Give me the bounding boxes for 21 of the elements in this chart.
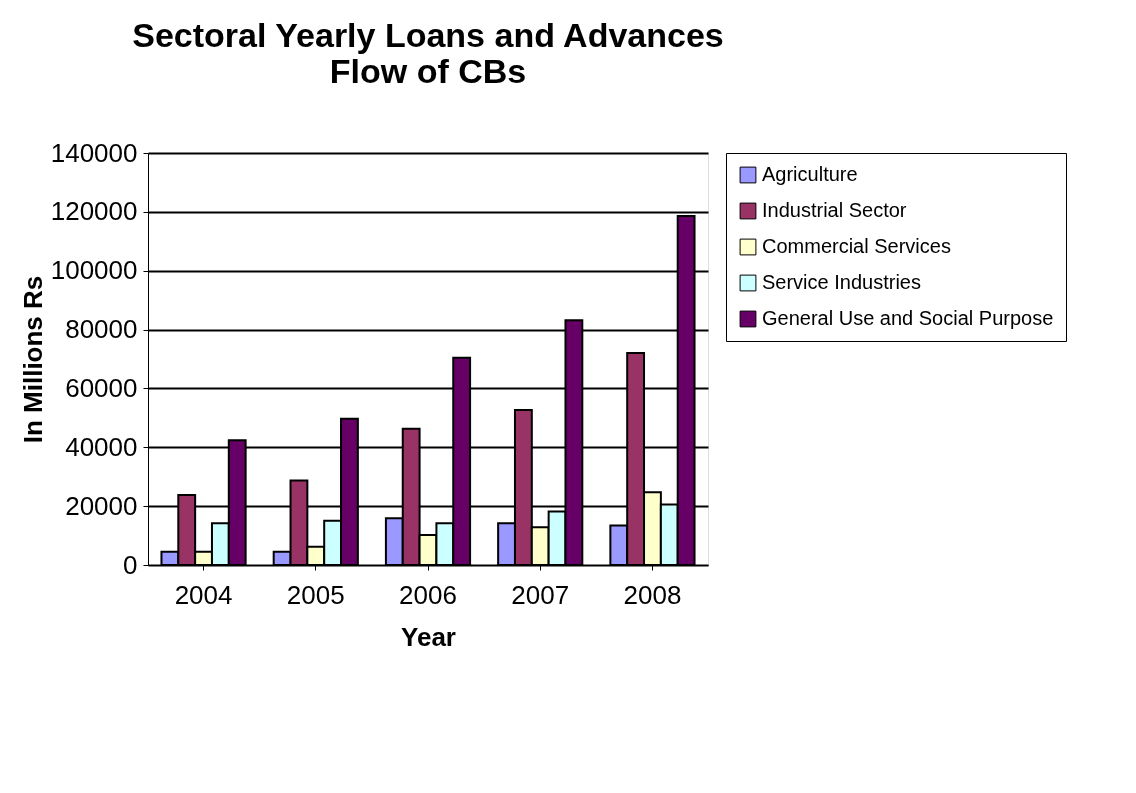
x-axis-title: Year	[401, 621, 456, 652]
y-tick-label: 60000	[65, 372, 138, 403]
y-tick-label: 80000	[65, 314, 138, 345]
legend-label: Commercial Services	[762, 235, 951, 257]
legend-label: Agriculture	[762, 163, 858, 185]
y-tick-label: 0	[123, 549, 138, 580]
x-tick-label: 2005	[286, 579, 345, 610]
legend-label: General Use and Social Purpose	[762, 307, 1054, 329]
y-tick-label: 140000	[50, 137, 138, 168]
legend-label: Service Industries	[762, 271, 921, 293]
x-tick-label: 2008	[623, 579, 682, 610]
y-tick-label: 100000	[50, 255, 138, 286]
text: Sectoral Yearly Loans and Advances	[132, 16, 724, 54]
y-tick-label: 20000	[65, 490, 138, 521]
x-tick-label: 2004	[174, 579, 233, 610]
legend-label: Industrial Sector	[762, 199, 907, 221]
y-tick-label: 120000	[50, 196, 138, 227]
y-tick-label: 40000	[65, 431, 138, 462]
x-tick-label: 2006	[399, 579, 457, 610]
y-axis-title: In Millions Rs	[17, 275, 48, 444]
x-tick-label: 2007	[511, 579, 570, 610]
